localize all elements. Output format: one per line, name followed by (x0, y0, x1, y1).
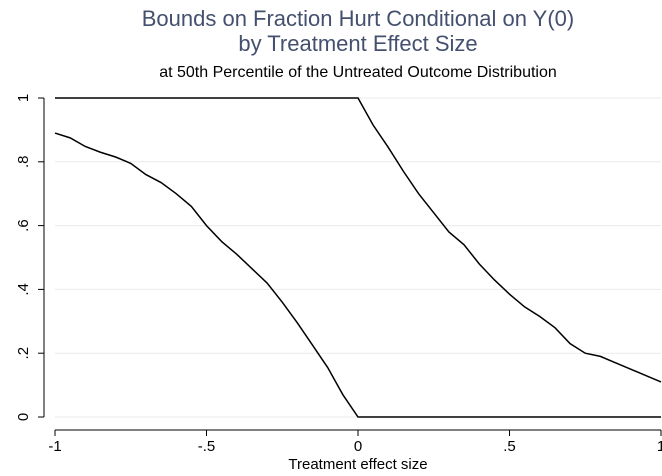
chart-subtitle: at 50th Percentile of the Untreated Outc… (159, 64, 557, 81)
x-tick-label: 0 (354, 438, 362, 455)
y-tick-label: .4 (15, 283, 32, 296)
x-tick-label: -.5 (198, 438, 216, 455)
x-axis-label: Treatment effect size (288, 456, 427, 473)
x-tick-label: .5 (503, 438, 516, 455)
y-tick-label: 1 (15, 94, 32, 102)
x-tick-label: 1 (657, 438, 662, 455)
chart-title: Bounds on Fraction Hurt Conditional on Y… (142, 6, 575, 31)
line-series (54, 132, 661, 418)
y-tick-label: .6 (15, 219, 32, 232)
y-tick-label: .2 (15, 347, 32, 360)
y-tick-label: .8 (15, 156, 32, 169)
y-tick-label: 0 (15, 413, 32, 421)
line-series (55, 97, 662, 383)
x-tick-label: -1 (48, 438, 61, 455)
chart-title: by Treatment Effect Size (238, 31, 477, 56)
